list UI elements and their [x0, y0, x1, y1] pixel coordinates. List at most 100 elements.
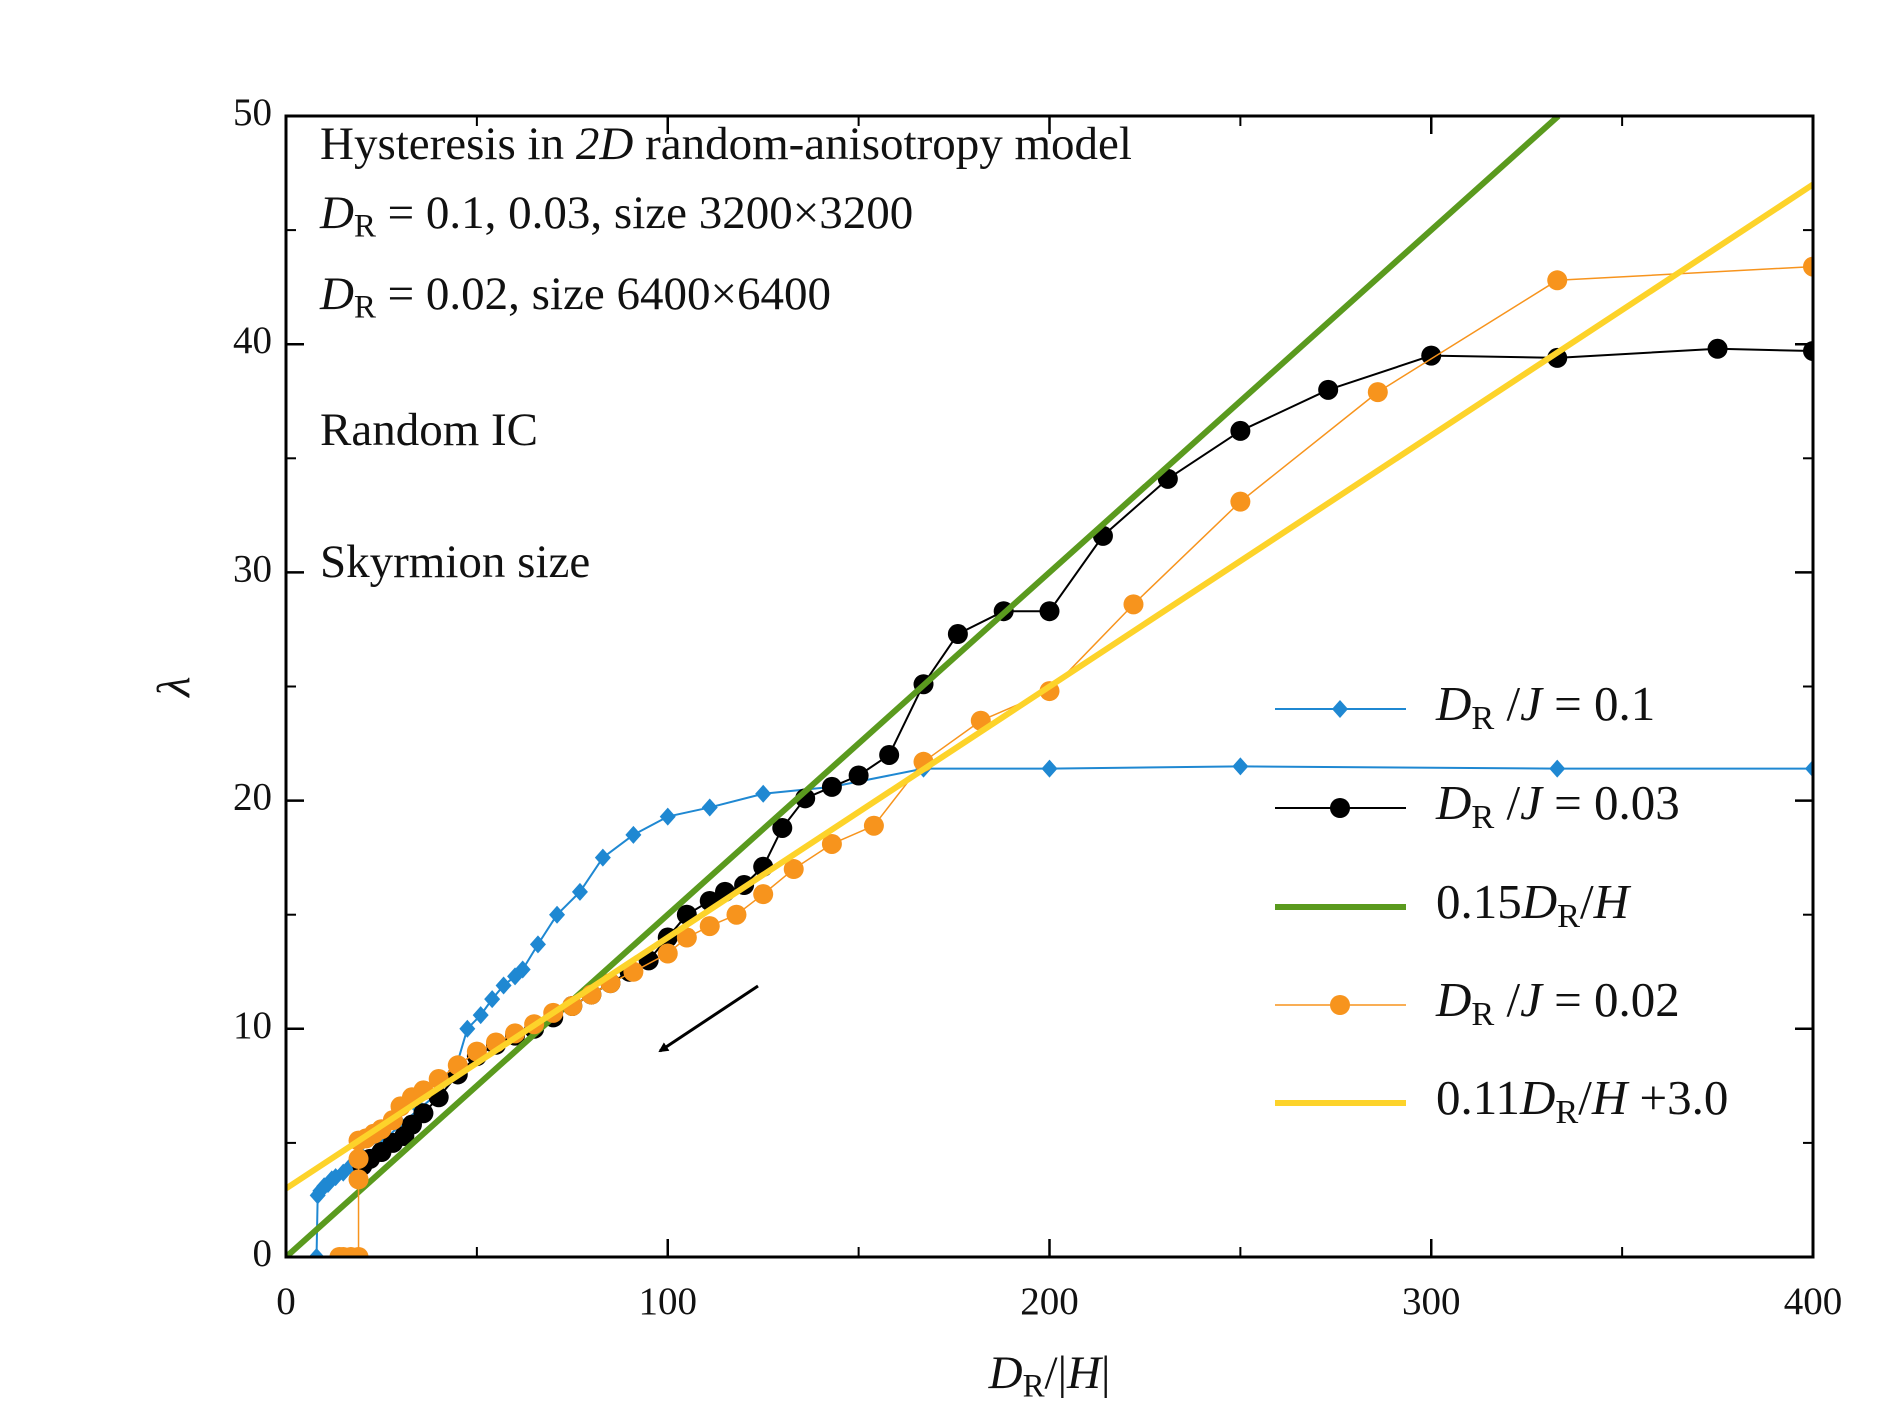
point: [879, 744, 900, 765]
point: [529, 935, 546, 954]
text-part: +3.0: [1627, 1070, 1728, 1125]
point: [625, 825, 642, 844]
series-line: [286, 116, 1561, 1257]
text-part: = 0.03: [1542, 775, 1680, 830]
text-part: D: [1435, 775, 1471, 830]
point: [848, 765, 869, 786]
annotation: Skyrmion size: [320, 536, 590, 588]
annotation: Hysteresis in 2D random-anisotropy model: [320, 118, 1132, 170]
point: [594, 848, 611, 867]
x-axis-label: DR/|H|: [988, 1347, 1111, 1404]
text-part: H: [1591, 1070, 1630, 1125]
text-part: R: [1471, 995, 1494, 1033]
text-part: D: [319, 268, 354, 320]
point: [699, 916, 720, 937]
text-part: J: [1520, 972, 1544, 1027]
legend-marker: [1330, 798, 1350, 818]
point: [1123, 594, 1144, 615]
point: [1805, 759, 1813, 778]
point: [1039, 601, 1060, 622]
text-part: J: [1520, 775, 1544, 830]
text-part: H: [1593, 874, 1632, 929]
text-part: = 0.1, 0.03, size 3200×3200: [376, 187, 913, 239]
point: [821, 833, 842, 854]
text-part: D: [1521, 874, 1557, 929]
point: [1803, 341, 1813, 362]
text-part: = 0.02: [1542, 972, 1680, 1027]
point: [495, 976, 512, 995]
text-part: R: [1555, 1093, 1578, 1131]
text-part: 0.15: [1436, 874, 1522, 929]
text-part: /: [1578, 1070, 1592, 1125]
text-part: D: [1519, 1070, 1555, 1125]
point: [676, 927, 697, 948]
point: [1421, 345, 1442, 366]
point: [1318, 379, 1339, 400]
annotation: DR = 0.02, size 6400×6400: [319, 268, 831, 325]
overlay: 0 100 200 300 40001020304050DR/|H|λHysteresi…: [148, 91, 1842, 1404]
point: [1367, 382, 1388, 403]
point: [772, 817, 793, 838]
legend-label: DR /J = 0.1: [1435, 676, 1655, 737]
point: [1707, 338, 1728, 359]
point: [549, 905, 566, 924]
y-axis-label: λ: [148, 676, 200, 698]
text-part: /: [1494, 775, 1520, 830]
point: [459, 1019, 476, 1038]
annotation: DR = 0.1, 0.03, size 3200×3200: [319, 187, 913, 244]
point: [348, 1169, 369, 1190]
point: [348, 1247, 369, 1257]
y-tick-label: 20: [233, 776, 272, 819]
plot-area: [286, 116, 1813, 1257]
legend-label: DR /J = 0.03: [1435, 775, 1680, 836]
x-tick-label: 400: [1784, 1280, 1843, 1323]
x-tick-label: 300: [1402, 1280, 1461, 1323]
text-part: R: [354, 289, 376, 325]
text-part: R: [354, 208, 376, 244]
text-part: Hysteresis in: [320, 118, 576, 170]
x-tick-label: 200: [1020, 1280, 1079, 1323]
point: [701, 798, 718, 817]
legend-marker: [1330, 995, 1350, 1015]
point: [863, 815, 884, 836]
point: [571, 882, 588, 901]
text-part: random-anisotropy model: [633, 118, 1132, 170]
point: [1547, 270, 1568, 291]
point: [657, 943, 678, 964]
point: [753, 884, 774, 905]
text-part: H: [1066, 1347, 1104, 1399]
text-part: R: [1471, 798, 1494, 836]
text-part: /: [1494, 972, 1520, 1027]
point: [1232, 757, 1249, 776]
point: [1230, 420, 1251, 441]
text-part: R: [1023, 1368, 1045, 1404]
x-tick-label: 0: [276, 1280, 296, 1323]
arrow: [658, 984, 759, 1053]
point: [413, 1103, 434, 1124]
point: [1230, 491, 1251, 512]
text-part: /|: [1045, 1347, 1067, 1399]
text-part: D: [319, 187, 354, 239]
point: [348, 1148, 369, 1169]
text-part: D: [1435, 972, 1471, 1027]
y-tick-label: 0: [253, 1232, 273, 1275]
text-part: D: [988, 1347, 1023, 1399]
text-part: J: [1520, 676, 1544, 731]
y-tick-label: 30: [233, 547, 272, 590]
text-part: 2D: [576, 118, 634, 170]
text-part: = 0.1: [1542, 676, 1655, 731]
y-tick-label: 40: [233, 319, 272, 362]
point: [1803, 256, 1813, 277]
point: [472, 1006, 489, 1025]
text-part: Random IC: [320, 404, 538, 456]
series-line: [286, 181, 1813, 1192]
series-line: [361, 347, 1813, 1167]
point: [821, 776, 842, 797]
y-tick-label: 10: [233, 1004, 272, 1047]
text-part: /: [1494, 676, 1520, 731]
legend-label: DR /J = 0.02: [1435, 972, 1680, 1033]
text-part: R: [1557, 897, 1580, 935]
text-part: 0.11: [1436, 1070, 1520, 1125]
y-tick-label: 50: [233, 91, 272, 134]
